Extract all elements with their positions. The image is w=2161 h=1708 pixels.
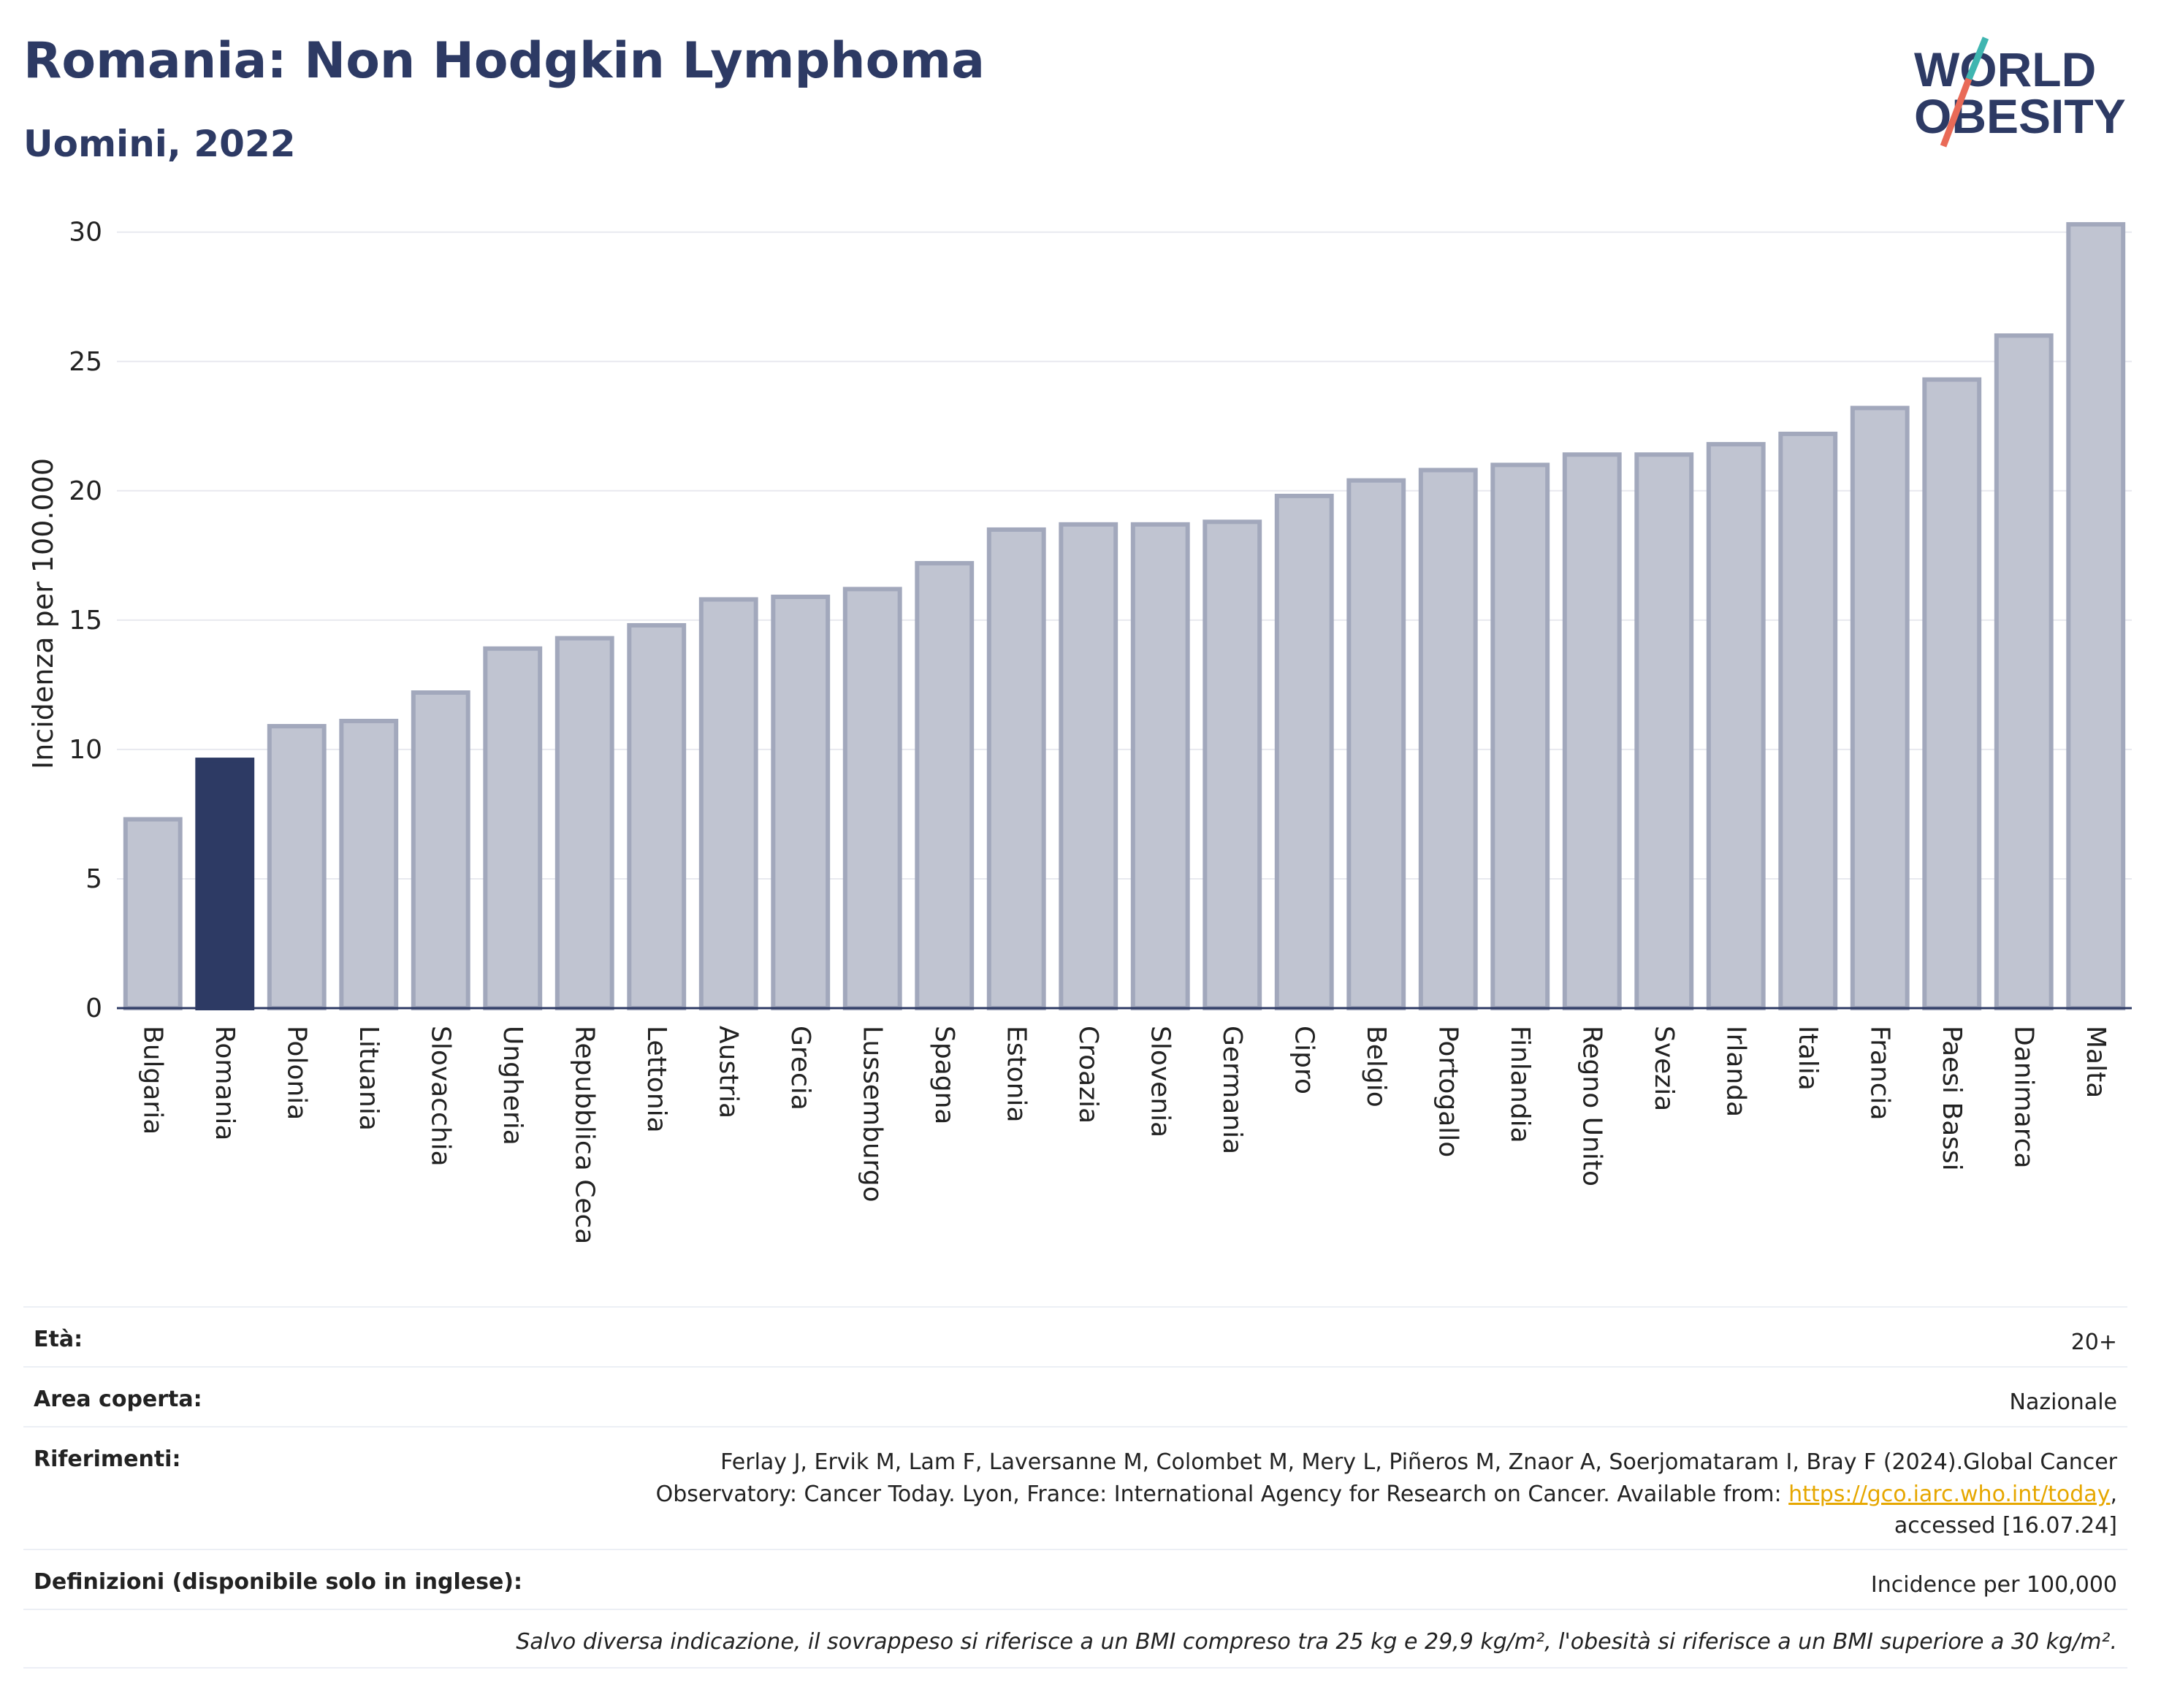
x-tick-label: Lussemburgo [857,1026,887,1202]
x-tick-label: Italia [1793,1026,1823,1091]
bar [2066,222,2126,1011]
info-row-area: Area coperta: Nazionale [23,1366,2127,1426]
x-tick-label: Croazia [1073,1026,1103,1124]
x-tick-label: Belgio [1361,1026,1391,1107]
bar [195,758,255,1010]
y-tick-label: 30 [69,218,102,248]
bar [986,527,1046,1010]
x-tick-label: Paesi Bassi [1937,1026,1967,1171]
x-tick-label: Ungheria [498,1026,527,1145]
references-value: Ferlay J, Ervik M, Lam F, Laversanne M, … [656,1446,2117,1549]
references-line2: Observatory: Cancer Today. Lyon, France:… [655,1481,1789,1507]
x-tick-label: Regno Unito [1577,1026,1607,1186]
area-label: Area coperta: [34,1387,202,1412]
bar [339,718,399,1010]
y-tick-label: 25 [69,347,102,377]
info-row-references: Riferimenti: Ferlay J, Ervik M, Lam F, L… [23,1426,2127,1549]
x-tick-label: Lituania [354,1026,384,1131]
x-tick-label: Romania [210,1026,240,1140]
page-title: Romania: Non Hodgkin Lymphoma [23,32,986,90]
bar [1203,519,1262,1010]
y-tick-label: 10 [69,735,102,765]
y-axis-label: Incidenza per 100.000 [27,458,59,769]
references-line2-end: , [2110,1481,2117,1507]
logo-slash-coral [1940,77,1973,148]
x-tick-label: Repubblica Ceca [569,1026,599,1244]
x-tick-label: Danimarca [2008,1026,2038,1169]
definitions-label: Definizioni (disponibile solo in inglese… [34,1569,522,1595]
bar [627,622,687,1010]
bar [1346,478,1406,1010]
bar [1418,468,1478,1010]
x-tick-label: Grecia [785,1026,815,1110]
x-tick-label: Spagna [929,1026,959,1125]
y-tick-label: 5 [85,864,102,894]
area-value: Nazionale [2009,1389,2117,1415]
logo-line1: WORLD [1914,42,2096,96]
info-row-age: Età: 20+ [23,1306,2127,1366]
bar [1778,431,1838,1010]
x-tick-label: Bulgaria [137,1026,167,1135]
x-tick-label: Austria [713,1026,743,1118]
bar [483,646,543,1010]
bar [1130,522,1190,1010]
page-subtitle: Uomini, 2022 [23,123,296,165]
bar [698,597,758,1010]
references-link[interactable]: https://gco.iarc.who.int/today [1788,1481,2111,1507]
info-row-note: Salvo diversa indicazione, il sovrappeso… [23,1609,2127,1669]
bar [1994,333,2054,1011]
definition-note: Salvo diversa indicazione, il sovrappeso… [516,1629,2117,1655]
x-tick-label: Portogallo [1433,1026,1463,1157]
x-tick-label: Germania [1217,1026,1247,1154]
bar [1274,493,1334,1010]
references-line3: accessed [16.07.24] [1894,1513,2117,1539]
bar [267,724,327,1010]
bar [123,817,183,1010]
x-tick-label: Svezia [1649,1026,1679,1111]
info-row-definitions: Definizioni (disponibile solo in inglese… [23,1549,2127,1609]
y-tick-label: 20 [69,476,102,506]
x-tick-label: Cipro [1289,1026,1319,1094]
bar [915,560,975,1010]
references-label: Riferimenti: [34,1446,181,1472]
y-tick-label: 15 [69,606,102,636]
bar [1562,452,1622,1010]
bar [1922,377,1982,1010]
x-tick-label: Estonia [1001,1026,1031,1123]
x-tick-label: Slovenia [1145,1026,1175,1137]
bar [411,690,470,1010]
x-tick-label: Irlanda [1720,1026,1750,1117]
bar [842,587,902,1010]
x-tick-label: Francia [1864,1026,1894,1121]
bar-chart: 0 5 10 15 20 25 30 Incidenza per 100.000 Bulgari… [27,218,2132,1244]
x-tick-label: Slovacchia [425,1026,455,1167]
x-tick-label: Lettonia [641,1026,671,1133]
x-tick-label: Polonia [281,1026,311,1120]
references-line1: Ferlay J, Ervik M, Lam F, Laversanne M, … [720,1449,2117,1475]
world-obesity-logo: WORLD OBESITY [1914,37,2126,148]
logo-slash-teal [1965,37,1989,80]
bar [554,636,614,1010]
bar [1706,442,1766,1010]
age-label: Età: [34,1327,83,1352]
definitions-value: Incidence per 100,000 [1870,1572,2117,1598]
bar [1059,522,1118,1010]
x-tick-label: Finlandia [1505,1026,1535,1143]
age-value: 20+ [2070,1330,2117,1355]
bar [1490,462,1550,1010]
bar [771,594,831,1010]
x-tick-label: Malta [2081,1026,2111,1098]
y-tick-label: 0 [85,994,102,1023]
info-table: Età: 20+ Area coperta: Nazionale Riferim… [23,1306,2127,1669]
bar [1850,405,1910,1010]
bar [1634,452,1694,1010]
